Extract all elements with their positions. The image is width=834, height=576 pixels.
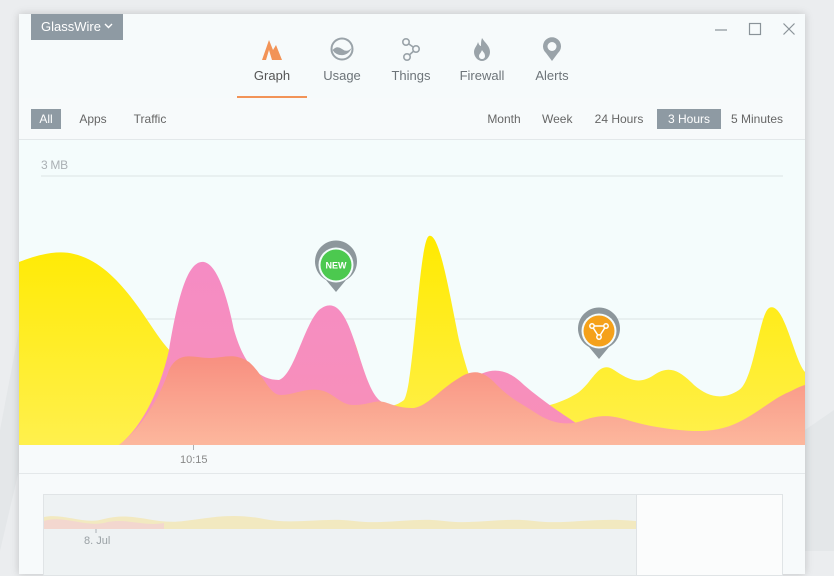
range-5-minutes-button[interactable]: 5 Minutes bbox=[731, 112, 784, 126]
graph-icon bbox=[262, 40, 282, 60]
filter-all-button[interactable]: All bbox=[31, 109, 61, 129]
chevron-down-icon bbox=[104, 23, 113, 29]
timeline-selection-handle[interactable] bbox=[636, 495, 782, 575]
combined-traffic-area bbox=[119, 356, 805, 445]
range-month-button[interactable]: Month bbox=[487, 112, 521, 126]
tab-alerts[interactable]: Alerts bbox=[517, 36, 587, 98]
x-axis-tick bbox=[193, 445, 194, 450]
traffic-graph-canvas: NEW bbox=[19, 175, 805, 445]
new-app-marker-label: NEW bbox=[326, 261, 348, 271]
alerts-icon bbox=[543, 37, 561, 61]
timeline-overview[interactable]: 8. Jul bbox=[43, 494, 783, 576]
range-24-hours-button[interactable]: 24 Hours bbox=[594, 112, 644, 126]
header: GlassWire Graph Usage bbox=[19, 14, 805, 99]
range-3-hours-button[interactable]: 3 Hours bbox=[657, 109, 721, 129]
tab-graph-label: Graph bbox=[253, 68, 291, 83]
x-axis-tick-label: 10:15 bbox=[180, 454, 208, 466]
filter-apps-button[interactable]: Apps bbox=[79, 112, 107, 126]
close-icon[interactable] bbox=[782, 22, 796, 36]
device-alert-marker[interactable] bbox=[578, 307, 620, 359]
network-device-icon bbox=[589, 323, 609, 340]
range-week-button[interactable]: Week bbox=[542, 112, 573, 126]
brand-menu-button[interactable]: GlassWire bbox=[31, 14, 123, 40]
x-axis: 10:15 bbox=[19, 445, 805, 474]
app-window: GlassWire Graph Usage bbox=[19, 14, 805, 576]
tab-graph[interactable]: Graph bbox=[237, 36, 307, 98]
tab-firewall-label: Firewall bbox=[459, 68, 505, 83]
minimize-icon[interactable] bbox=[714, 22, 728, 36]
tab-usage[interactable]: Usage bbox=[307, 36, 377, 98]
tab-things[interactable]: Things bbox=[376, 36, 446, 98]
maximize-icon[interactable] bbox=[748, 22, 762, 36]
tab-things-label: Things bbox=[391, 68, 431, 83]
brand-label: GlassWire bbox=[41, 19, 101, 34]
new-app-marker[interactable]: NEW bbox=[315, 240, 357, 292]
filter-bar: All Apps Traffic Month Week 24 Hours 3 H… bbox=[19, 98, 805, 140]
firewall-icon bbox=[474, 38, 490, 61]
things-icon bbox=[401, 37, 421, 61]
filter-traffic-button[interactable]: Traffic bbox=[133, 112, 167, 126]
tab-firewall[interactable]: Firewall bbox=[447, 36, 517, 98]
tab-usage-label: Usage bbox=[323, 68, 361, 83]
timeline-date-label: 8. Jul bbox=[84, 535, 111, 547]
y-axis-label: 3 MB bbox=[41, 158, 68, 172]
traffic-graph[interactable]: 3 MB bbox=[19, 140, 805, 445]
tab-alerts-label: Alerts bbox=[535, 68, 569, 83]
usage-icon bbox=[330, 37, 354, 61]
